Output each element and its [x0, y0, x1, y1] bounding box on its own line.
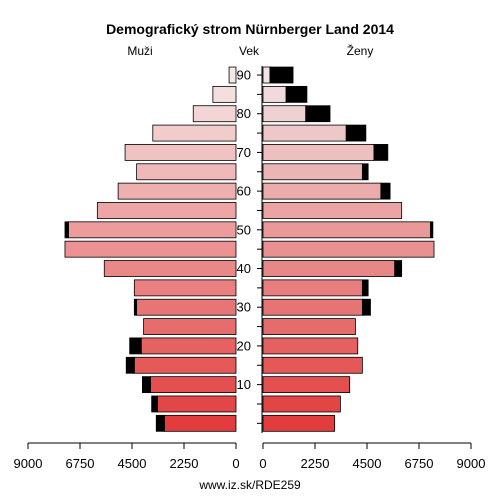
female-bar-0-4	[262, 414, 336, 432]
female-surplus-40-44	[394, 260, 403, 277]
male-bar-45-49	[64, 240, 237, 258]
male-bar-10-14	[150, 376, 237, 394]
female-bar-70-74	[262, 144, 375, 161]
female-x-tick-label-6750: 6750	[405, 456, 434, 471]
male-x-tick-label-9000: 9000	[14, 456, 43, 471]
male-bar-40-44	[103, 260, 237, 277]
female-bar-20-24	[262, 337, 359, 355]
male-bar-70-74	[124, 144, 237, 161]
bars-group	[64, 66, 435, 432]
male-bar-15-19	[133, 356, 237, 374]
center-label: Vek	[239, 44, 260, 58]
female-bar-85-89	[262, 85, 287, 103]
male-x-tick-label-0: 0	[232, 456, 239, 471]
female-bar-60-64	[262, 182, 382, 200]
age-tick-label-50: 50	[237, 222, 251, 237]
female-surplus-50-54	[430, 221, 434, 239]
age-tick-label-40: 40	[237, 261, 251, 276]
age-tick-label-80: 80	[237, 106, 251, 121]
female-bar-10-14	[262, 376, 351, 394]
age-tick-label-60: 60	[237, 184, 251, 199]
female-surplus-35-39	[361, 279, 369, 297]
female-bar-75-79	[262, 124, 347, 142]
male-x-tick-label-2250: 2250	[170, 456, 199, 471]
male-surplus-30-34	[133, 298, 138, 316]
right-label: Ženy	[347, 43, 374, 58]
female-x-tick-label-2250: 2250	[301, 456, 330, 471]
male-bar-55-59	[96, 202, 237, 219]
age-tick-label-70: 70	[237, 145, 251, 160]
female-bar-45-49	[262, 240, 435, 258]
male-bar-0-4	[163, 414, 237, 432]
male-bar-85-89	[212, 85, 237, 103]
left-label: Muži	[127, 44, 152, 58]
male-bar-25-29	[143, 318, 237, 335]
female-x-tick-label-4500: 4500	[353, 456, 382, 471]
male-x-tick-label-4500: 4500	[118, 456, 147, 471]
male-bar-35-39	[133, 279, 237, 297]
male-bar-30-34	[136, 298, 237, 316]
footer-source: www.iz.sk/RDE259	[198, 478, 301, 492]
age-tick-label-10: 10	[237, 377, 251, 392]
female-bar-25-29	[262, 318, 356, 335]
female-bar-40-44	[262, 260, 396, 277]
female-surplus-30-34	[361, 298, 371, 316]
female-surplus-90+	[269, 66, 294, 84]
female-surplus-70-74	[373, 144, 389, 161]
male-bar-75-79	[152, 124, 237, 142]
female-surplus-75-79	[345, 124, 367, 142]
male-bar-60-64	[117, 182, 237, 200]
male-surplus-20-24	[129, 337, 142, 355]
female-bar-65-69	[262, 163, 363, 181]
female-bar-55-59	[262, 202, 403, 219]
male-bar-5-9	[157, 395, 237, 413]
female-x-tick-label-0: 0	[259, 456, 266, 471]
male-surplus-50-54	[64, 221, 69, 239]
female-bar-5-9	[262, 395, 341, 413]
age-tick-label-90: 90	[237, 68, 251, 83]
female-bar-80-84	[262, 105, 307, 123]
female-surplus-80-84	[305, 105, 331, 123]
age-tick-label-30: 30	[237, 300, 251, 315]
age-tick-label-20: 20	[237, 338, 251, 353]
female-bar-30-34	[262, 298, 363, 316]
male-bar-90+	[228, 66, 237, 84]
female-bar-35-39	[262, 279, 363, 297]
male-surplus-15-19	[125, 356, 135, 374]
female-bar-15-19	[262, 356, 363, 374]
male-surplus-5-9	[151, 395, 158, 413]
male-surplus-10-14	[141, 376, 151, 394]
male-bar-80-84	[192, 105, 237, 123]
chart-title: Demografický strom Nürnberger Land 2014	[106, 21, 394, 37]
axes-group: 10 20 30 40 50 60 70 80 90 0 2250 4500 6750 9000 0 2250…	[14, 66, 486, 471]
female-x-tick-label-9000: 9000	[457, 456, 486, 471]
female-bar-50-54	[262, 221, 431, 239]
female-surplus-60-64	[380, 182, 391, 200]
male-bar-50-54	[68, 221, 237, 239]
male-bar-65-69	[136, 163, 237, 181]
female-bar-90+	[262, 66, 271, 84]
male-surplus-0-4	[155, 414, 165, 432]
male-x-tick-label-6750: 6750	[66, 456, 95, 471]
female-surplus-85-89	[285, 85, 308, 103]
female-surplus-65-69	[361, 163, 369, 181]
male-bar-20-24	[140, 337, 237, 355]
